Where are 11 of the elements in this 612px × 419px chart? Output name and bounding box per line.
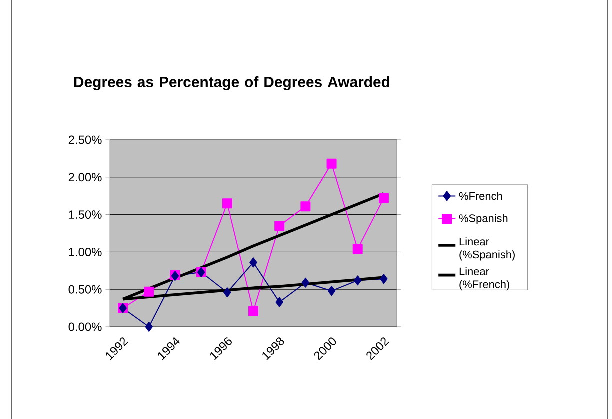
y-tick-label: 0.50% [68,285,102,294]
y-tick-label: 1.50% [69,210,102,220]
y-tick-label: 2.50% [68,136,102,144]
y-tick-label: 0.00% [68,322,102,332]
chart-title: Degrees as Percentage of Degrees Awarded [74,76,390,91]
legend-label: %Spanish [459,214,508,225]
legend-label: %French [459,192,502,200]
legend-label: Linear (%French) [460,267,510,291]
legend-label: Linear (%Spanish) [460,238,515,261]
y-tick-label: 2.00% [68,173,102,182]
y-tick-label: 1.00% [69,248,102,256]
